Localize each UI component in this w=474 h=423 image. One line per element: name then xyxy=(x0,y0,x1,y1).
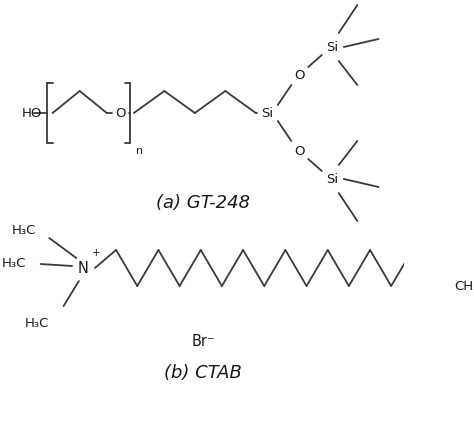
Text: CH₃: CH₃ xyxy=(454,280,474,292)
Text: n: n xyxy=(137,146,144,156)
Text: Si: Si xyxy=(326,173,338,186)
Text: Si: Si xyxy=(262,107,273,120)
Text: O: O xyxy=(115,107,126,120)
Text: H₃C: H₃C xyxy=(25,316,49,330)
Text: (b) CTAB: (b) CTAB xyxy=(164,364,242,382)
Text: (a) GT-248: (a) GT-248 xyxy=(156,194,250,212)
Text: H₃C: H₃C xyxy=(12,223,36,236)
Text: H₃C: H₃C xyxy=(2,256,27,269)
Text: HO: HO xyxy=(21,107,42,120)
Text: Si: Si xyxy=(326,41,338,53)
Text: Br⁻: Br⁻ xyxy=(191,333,215,349)
Text: O: O xyxy=(294,69,305,82)
Text: O: O xyxy=(294,145,305,157)
Text: N: N xyxy=(78,261,89,275)
Text: +: + xyxy=(92,248,101,258)
